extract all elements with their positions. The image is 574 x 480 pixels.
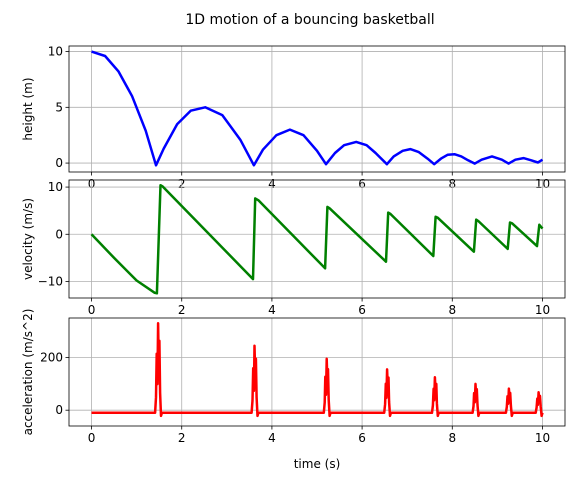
velocity-y-axis-label: velocity (m/s) [21, 198, 35, 280]
y-tick-label: 10 [48, 45, 63, 59]
x-tick-label: 6 [358, 431, 366, 445]
y-tick-label: 0 [55, 227, 63, 241]
x-tick-label: 4 [268, 431, 276, 445]
y-tick-label: 0 [55, 156, 63, 170]
height-series-line [91, 50, 544, 167]
x-tick-label: 0 [88, 431, 96, 445]
y-tick-label: 5 [55, 100, 63, 114]
height-y-axis-label: height (m) [21, 77, 35, 140]
x-axis-label: time (s) [294, 457, 341, 471]
acceleration-panel: 0 2 4 6 8 10 0 200 acceleration (m/s^2) [21, 309, 566, 445]
y-tick-label: 10 [48, 180, 63, 194]
x-tick-label: 8 [448, 303, 456, 317]
x-tick-label: 10 [535, 431, 550, 445]
x-tick-label: 0 [88, 303, 96, 317]
x-tick-label: 8 [448, 431, 456, 445]
acceleration-series-line [91, 322, 544, 418]
x-tick-label: 2 [178, 431, 186, 445]
acceleration-y-axis-label: acceleration (m/s^2) [21, 309, 35, 436]
x-tick-label: 10 [535, 303, 550, 317]
x-tick-label: 6 [358, 303, 366, 317]
velocity-panel: 0 2 4 6 8 10 −10 0 10 velocity (m/s) [21, 179, 566, 317]
y-tick-label: 200 [40, 351, 63, 365]
subplots: 0 2 4 6 8 10 0 5 10 height (m) 0 2 4 6 8 10 −10 0 10 veloci… [21, 45, 566, 445]
chart-title: 1D motion of a bouncing basketball [185, 12, 434, 28]
y-tick-label: −10 [38, 274, 63, 288]
acceleration-axes-frame [68, 317, 566, 427]
x-tick-label: 2 [178, 303, 186, 317]
velocity-series-line [90, 183, 544, 295]
velocity-axes-frame [68, 179, 566, 299]
x-tick-label: 4 [268, 303, 276, 317]
height-axes-frame [68, 45, 566, 173]
y-tick-label: 0 [55, 403, 63, 417]
